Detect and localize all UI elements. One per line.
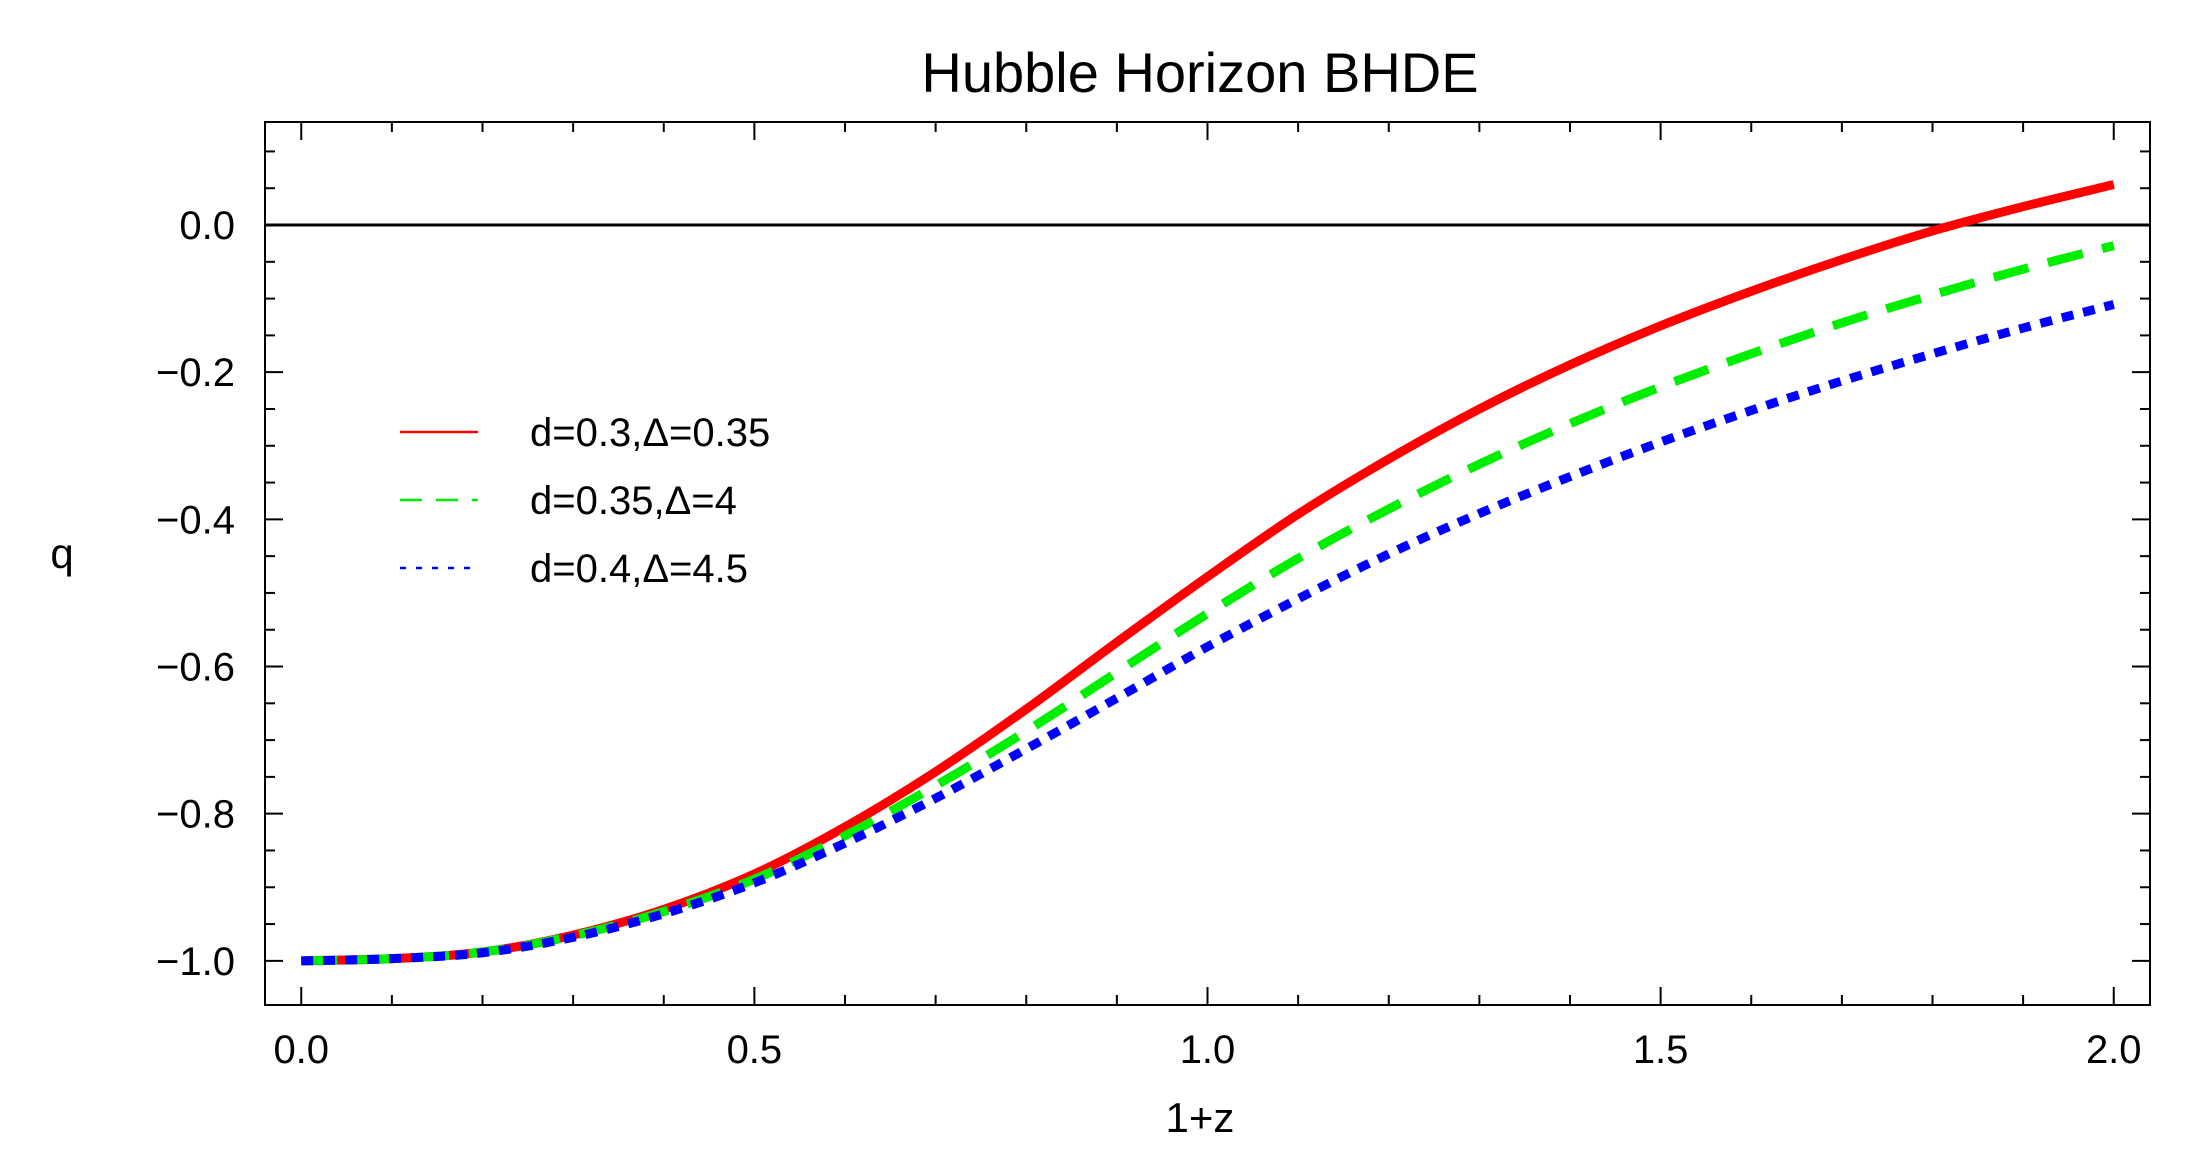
y-tick-label: −1.0 [156,940,235,984]
legend-label-1: d=0.3,Δ=0.35 [530,411,770,455]
series-line-2 [301,241,2115,966]
legend: d=0.3,Δ=0.35 d=0.35,Δ=4 d=0.4,Δ=4.5 [400,411,770,591]
y-tick-label: −0.2 [156,351,235,395]
y-tick-label: −0.8 [156,793,235,837]
y-tick-label: −0.6 [156,646,235,690]
legend-label-2: d=0.35,Δ=4 [530,479,737,523]
plot-area: 0.0 0.5 1.0 1.5 2.0 0.0 −0.2 −0.4 −0.6 −0.8 −1.0 [156,121,2151,1072]
legend-label-3: d=0.4,Δ=4.5 [530,547,748,591]
x-tick-label: 1.0 [1180,1028,1236,1072]
x-tick-label: 0.0 [273,1028,329,1072]
y-axis-label: q [50,530,73,577]
y-tick-label: 0.0 [179,204,235,248]
x-axis-label: 1+z [1166,1094,1235,1141]
x-tick-label: 1.5 [1633,1028,1689,1072]
x-tick-label: 0.5 [727,1028,783,1072]
series-line-3 [301,300,2115,966]
y-tick-label: −0.4 [156,498,235,542]
chart-title: Hubble Horizon BHDE [921,41,1478,104]
x-tick-label: 2.0 [2086,1028,2142,1072]
